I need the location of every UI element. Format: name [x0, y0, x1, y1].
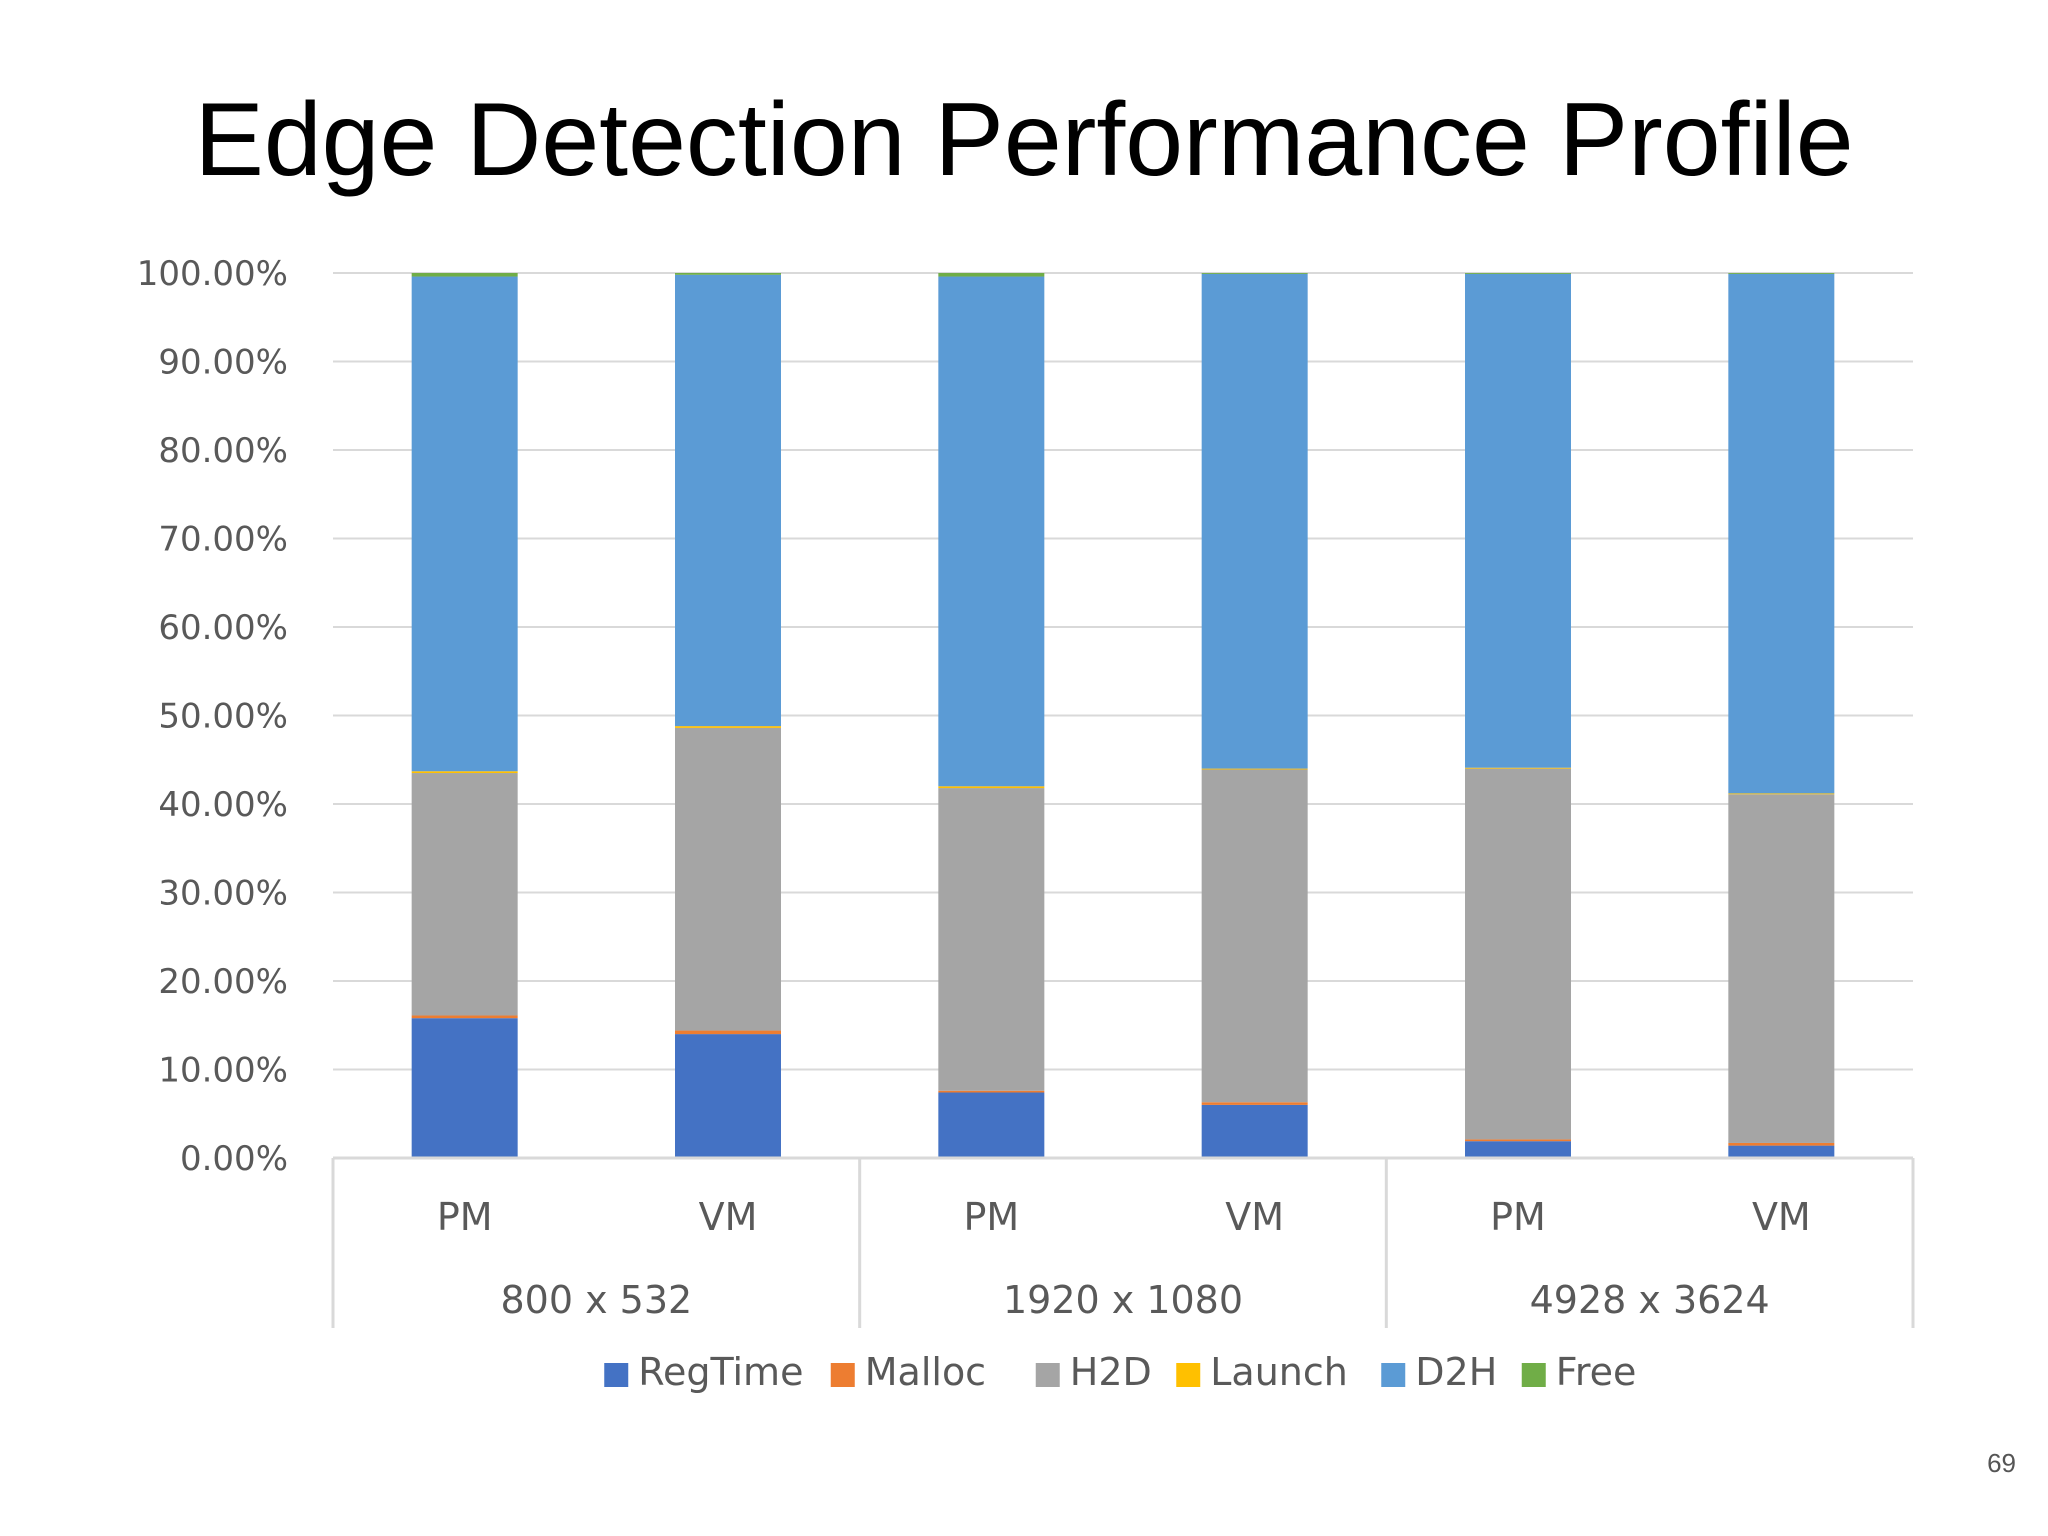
bar-segment-h2d — [1728, 794, 1835, 1143]
bar-segment-h2d — [1201, 769, 1308, 1103]
bar-segment-malloc — [1728, 1142, 1835, 1146]
bar-segment-launch — [1728, 793, 1835, 795]
bar-segment-regtime — [675, 1034, 781, 1158]
bar-segment-d2h — [1201, 273, 1308, 769]
legend-swatch-launch — [1176, 1363, 1201, 1387]
legend-swatch-regtime — [604, 1363, 629, 1387]
bar-segment-free — [675, 273, 781, 275]
bar-segment-free — [1465, 273, 1571, 274]
y-tick-label: 100.00% — [137, 254, 288, 294]
bar-segment-launch — [1201, 768, 1308, 770]
bar-segment-malloc — [675, 1030, 781, 1035]
legend: RegTime Malloc H2D Launch D2H Free — [604, 1350, 1636, 1394]
bars — [411, 273, 1835, 1158]
bar-segment-h2d — [675, 727, 781, 1031]
bar-segment-d2h — [1465, 273, 1571, 768]
x-tick-label: VM — [1752, 1195, 1811, 1239]
chart-area: 0.00% 10.00% 20.00% 30.00% 40.00% 50.00% 60.00… — [111, 228, 1949, 1444]
bar-segment-malloc — [938, 1090, 1045, 1093]
legend-swatch-h2d — [1035, 1363, 1060, 1387]
x-tick-label: PM — [1490, 1195, 1546, 1239]
x-tick-label: PM — [963, 1195, 1019, 1239]
x-tick-label: PM — [437, 1195, 493, 1239]
gridlines — [333, 272, 1913, 1159]
bar-segment-free — [411, 273, 518, 277]
legend-label: D2H — [1415, 1350, 1497, 1394]
legend-label: H2D — [1070, 1350, 1152, 1394]
group-label: 800 x 532 — [500, 1278, 692, 1322]
y-tick-label: 90.00% — [158, 343, 288, 383]
legend-label: Launch — [1210, 1350, 1348, 1394]
bar-segment-h2d — [1465, 768, 1571, 1140]
bar-segment-regtime — [411, 1018, 518, 1158]
bar-segment-free — [1728, 273, 1835, 274]
legend-label: Malloc — [865, 1350, 986, 1394]
y-tick-label: 80.00% — [158, 431, 288, 471]
y-tick-label: 10.00% — [158, 1051, 288, 1091]
page-number: 69 — [1987, 1448, 2016, 1478]
y-tick-label: 50.00% — [158, 697, 288, 737]
group-label: 1920 x 1080 — [1003, 1278, 1243, 1322]
legend-label: RegTime — [638, 1350, 803, 1394]
bar-segment-regtime — [1201, 1104, 1308, 1158]
y-tick-label: 70.00% — [158, 520, 288, 560]
bar-segment-d2h — [1728, 273, 1835, 794]
bar-segment-launch — [938, 786, 1045, 789]
bar-segment-regtime — [938, 1092, 1045, 1158]
bar-segment-d2h — [411, 276, 518, 772]
y-tick-label: 20.00% — [158, 962, 288, 1002]
bar-segment-malloc — [411, 1015, 518, 1019]
bar-segment-launch — [1465, 767, 1571, 769]
bar-segment-d2h — [675, 274, 781, 727]
bar-segment-h2d — [938, 788, 1045, 1091]
y-tick-label: 0.00% — [180, 1139, 288, 1179]
bar-segment-launch — [675, 726, 781, 728]
bar-segment-malloc — [1201, 1102, 1308, 1105]
bar-segment-regtime — [1465, 1141, 1571, 1158]
y-tick-label: 30.00% — [158, 874, 288, 914]
legend-swatch-d2h — [1381, 1363, 1406, 1387]
bar-segment-regtime — [1728, 1145, 1835, 1158]
group-label: 4928 x 3624 — [1530, 1278, 1770, 1322]
bar-segment-launch — [411, 771, 518, 774]
x-tick-label: VM — [1225, 1195, 1284, 1239]
stacked-bar-chart: 0.00% 10.00% 20.00% 30.00% 40.00% 50.00% 60.00… — [137, 254, 1915, 1394]
bar-segment-h2d — [411, 773, 518, 1016]
bar-segment-free — [1201, 273, 1308, 274]
y-tick-label: 40.00% — [158, 785, 288, 825]
legend-label: Free — [1556, 1350, 1637, 1394]
bar-segment-malloc — [1465, 1139, 1571, 1142]
x-tick-label: VM — [699, 1195, 758, 1239]
y-tick-label: 60.00% — [158, 608, 288, 648]
legend-swatch-free — [1521, 1363, 1546, 1387]
y-axis-tick-labels: 0.00% 10.00% 20.00% 30.00% 40.00% 50.00% 60.00… — [137, 254, 288, 1179]
bar-segment-d2h — [938, 276, 1045, 787]
legend-swatch-malloc — [830, 1363, 855, 1387]
bar-segment-free — [938, 273, 1045, 277]
slide-title: Edge Detection Performance Profile — [194, 82, 1854, 198]
